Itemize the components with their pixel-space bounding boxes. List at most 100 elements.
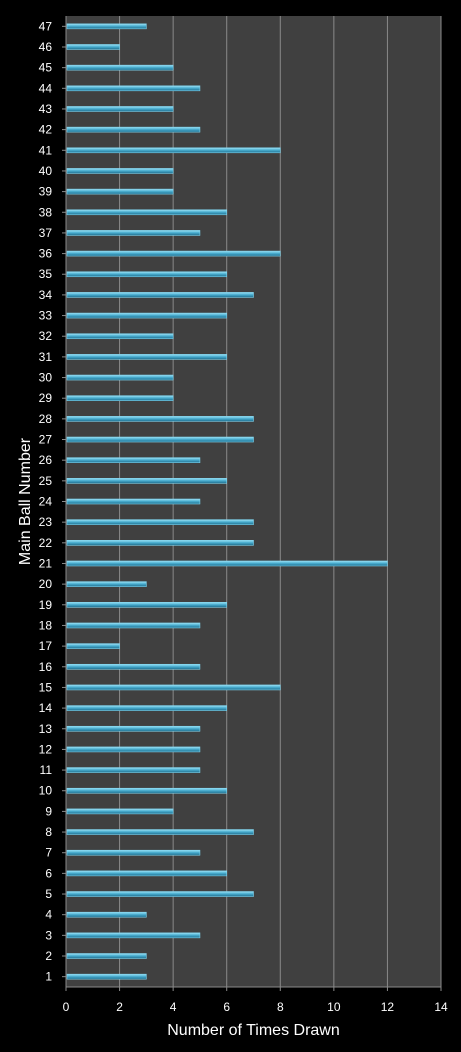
bar-ball-18 [66, 622, 201, 629]
y-tick-label: 9 [45, 804, 52, 818]
y-tick-label: 35 [39, 267, 53, 281]
x-tick-label: 6 [223, 1000, 230, 1014]
y-tick-label: 6 [45, 866, 52, 880]
y-tick-label: 1 [45, 970, 52, 984]
y-tick-label: 17 [39, 639, 53, 653]
x-tick-label: 4 [170, 1000, 177, 1014]
y-tick-label: 37 [39, 226, 53, 240]
y-tick-label: 47 [39, 19, 53, 33]
y-tick-label: 29 [39, 391, 53, 405]
x-tick-label: 8 [277, 1000, 284, 1014]
bar-ball-32 [66, 333, 174, 340]
x-axis-title: Number of Times Drawn [167, 1022, 340, 1039]
bar-ball-2 [66, 953, 147, 959]
y-tick-label: 28 [39, 412, 53, 426]
bar-ball-19 [66, 601, 228, 608]
y-tick-label: 32 [39, 329, 53, 343]
bar-ball-24 [66, 498, 201, 505]
y-tick-label: 46 [39, 40, 53, 54]
bar-ball-29 [66, 395, 174, 402]
bar-ball-36 [66, 250, 281, 257]
bar-ball-38 [66, 209, 228, 216]
y-tick-label: 31 [39, 350, 53, 364]
y-tick-label: 34 [39, 288, 53, 302]
x-tick-label: 2 [116, 1000, 123, 1014]
bar-ball-1 [66, 973, 147, 980]
bar-ball-39 [66, 188, 174, 195]
y-tick-label: 41 [39, 143, 53, 157]
y-tick-label: 43 [39, 102, 53, 116]
bar-ball-27 [66, 436, 254, 443]
y-tick-label: 8 [45, 825, 52, 839]
bar-ball-42 [66, 126, 201, 133]
y-tick-label: 4 [45, 908, 52, 922]
y-tick-label: 14 [39, 701, 53, 715]
bar-ball-9 [66, 808, 174, 815]
y-tick-label: 36 [39, 247, 53, 261]
y-tick-label: 3 [45, 928, 52, 942]
y-tick-label: 22 [39, 536, 53, 550]
y-axis-ticks: 1234567891011121314151617181920212223242… [39, 19, 66, 984]
x-tick-label: 0 [63, 1000, 70, 1014]
y-tick-label: 38 [39, 205, 53, 219]
x-tick-label: 12 [381, 1000, 395, 1014]
bar-ball-43 [66, 106, 174, 112]
bar-ball-10 [66, 787, 228, 794]
y-tick-label: 39 [39, 185, 53, 199]
y-tick-label: 27 [39, 433, 53, 447]
bar-ball-45 [66, 64, 174, 71]
y-tick-label: 21 [39, 556, 53, 570]
bar-ball-26 [66, 457, 201, 463]
bar-ball-28 [66, 416, 254, 422]
y-tick-label: 40 [39, 164, 53, 178]
bar-ball-31 [66, 354, 228, 360]
bar-ball-33 [66, 312, 228, 319]
bar-ball-37 [66, 230, 201, 236]
y-tick-label: 11 [40, 763, 53, 777]
bar-ball-5 [66, 891, 254, 897]
y-tick-label: 25 [39, 474, 53, 488]
bar-ball-25 [66, 478, 228, 484]
bar-ball-16 [66, 663, 201, 670]
y-tick-label: 42 [39, 123, 53, 137]
bar-ball-40 [66, 168, 174, 174]
y-tick-label: 19 [39, 598, 53, 612]
bar-ball-3 [66, 932, 201, 939]
bar-ball-44 [66, 85, 201, 92]
bar-ball-21 [66, 560, 388, 567]
y-axis-title: Main Ball Number [17, 437, 34, 565]
y-tick-label: 33 [39, 309, 53, 323]
y-tick-label: 12 [39, 742, 53, 756]
bars [66, 23, 388, 980]
y-tick-label: 7 [45, 846, 52, 860]
y-tick-label: 15 [39, 680, 53, 694]
y-tick-label: 18 [39, 618, 53, 632]
bar-ball-23 [66, 519, 254, 525]
y-tick-label: 16 [39, 660, 53, 674]
bar-ball-35 [66, 271, 228, 278]
bar-ball-14 [66, 705, 228, 711]
bar-ball-22 [66, 540, 254, 546]
y-tick-label: 24 [39, 495, 53, 509]
bar-ball-46 [66, 44, 120, 50]
y-tick-label: 26 [39, 453, 53, 467]
bar-ball-15 [66, 684, 281, 691]
y-tick-label: 13 [39, 722, 53, 736]
bar-ball-7 [66, 849, 201, 856]
bar-ball-8 [66, 829, 254, 835]
y-tick-label: 44 [39, 81, 53, 95]
bar-ball-34 [66, 292, 254, 298]
bar-ball-20 [66, 581, 147, 587]
bar-ball-6 [66, 870, 228, 877]
x-axis-ticks: 0 2 4 6 8 10 12 14 [63, 987, 448, 1014]
bar-ball-4 [66, 911, 147, 918]
bar-ball-17 [66, 643, 120, 649]
x-tick-label: 10 [327, 1000, 341, 1014]
y-tick-label: 45 [39, 61, 53, 75]
bar-ball-47 [66, 23, 147, 30]
y-tick-label: 30 [39, 371, 53, 385]
y-tick-label: 10 [39, 784, 53, 798]
bar-ball-30 [66, 374, 174, 381]
y-tick-label: 20 [39, 577, 53, 591]
bar-ball-12 [66, 746, 201, 753]
